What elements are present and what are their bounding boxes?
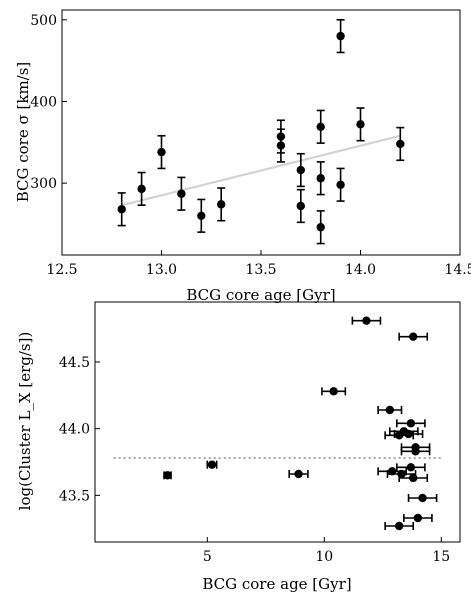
data-point-group [351, 316, 382, 325]
data-point-group [197, 198, 206, 233]
data-point [177, 189, 186, 198]
data-point-group [384, 521, 415, 531]
top-y-tick-label: 300 [30, 176, 57, 192]
top-axes: 12.5 13.0 13.5 14.0 14.5 300 400 500 [30, 13, 471, 278]
top-y-tick-label: 400 [30, 94, 57, 110]
data-point [336, 180, 345, 189]
data-point-group [316, 161, 325, 196]
data-point-group [386, 469, 417, 479]
data-point-group [321, 387, 347, 396]
top-y-tick-label: 500 [30, 13, 57, 29]
top-panel: 12.5 13.0 13.5 14.0 14.5 300 400 500 BCG core a… [14, 9, 471, 304]
top-x-axis-label: BCG core age [Gyr] [186, 286, 335, 304]
data-point-group [356, 107, 365, 142]
data-point [207, 460, 217, 469]
bottom-y-tick-label: 43.5 [59, 488, 90, 504]
data-point [163, 471, 172, 480]
data-point-group [377, 405, 403, 415]
data-point [396, 139, 405, 149]
data-point-group [296, 152, 305, 188]
bottom-plot-content [113, 316, 442, 531]
data-point-group [398, 473, 429, 483]
data-point [316, 122, 325, 131]
data-point-group [407, 493, 438, 503]
data-point [394, 431, 404, 440]
data-point [406, 419, 416, 428]
data-point [157, 147, 166, 157]
bottom-x-tick-label: 15 [432, 549, 450, 565]
data-point-group [117, 192, 126, 227]
data-point [329, 387, 338, 396]
data-point [137, 184, 146, 194]
top-x-tick-label: 14.0 [345, 262, 376, 278]
data-point-group [396, 419, 426, 428]
top-x-tick-label: 13.5 [245, 262, 276, 278]
data-point [413, 513, 423, 523]
data-point-group [206, 460, 218, 469]
bottom-y-tick-label: 44.5 [59, 355, 90, 371]
data-point-group [403, 513, 433, 523]
top-x-tick-label: 12.5 [46, 262, 77, 278]
data-point [409, 332, 418, 341]
data-point [394, 521, 404, 531]
bottom-plot-frame [94, 301, 461, 543]
data-point [356, 120, 365, 129]
data-point [117, 205, 126, 214]
data-point-group [217, 187, 226, 222]
data-point-group [137, 171, 146, 206]
data-point-group [316, 109, 325, 144]
data-point-group [396, 126, 405, 162]
data-point-group [398, 332, 429, 341]
data-point-group [157, 134, 166, 170]
data-point [404, 429, 413, 439]
trend-line [121, 134, 401, 207]
data-point [316, 223, 325, 232]
bottom-x-tick-label: 5 [203, 549, 212, 565]
bottom-x-tick-label: 10 [315, 549, 333, 565]
bottom-y-axis-label: log(Cluster L_X [erg/s]) [16, 332, 34, 511]
data-point [294, 469, 303, 479]
data-point [362, 316, 371, 325]
data-point [296, 201, 305, 211]
data-point [418, 493, 427, 503]
data-point-group [316, 210, 325, 245]
data-point [296, 165, 305, 175]
data-point-group [396, 463, 426, 472]
data-point-group [276, 128, 286, 163]
data-point [336, 31, 345, 41]
bottom-panel: 5 10 15 43.5 44.0 44.5 BCG core age [Gyr] log… [16, 301, 461, 593]
data-point-group [296, 188, 305, 224]
top-y-axis-label: BCG core σ [km/s] [14, 62, 32, 203]
data-point-group [400, 447, 431, 456]
data-point-group [177, 176, 186, 211]
bottom-axes: 5 10 15 43.5 44.0 44.5 [59, 355, 450, 565]
data-point [411, 447, 420, 456]
data-point [197, 211, 206, 220]
data-point-group [384, 431, 415, 440]
top-x-tick-label: 14.5 [444, 262, 471, 278]
top-x-tick-label: 13.0 [146, 262, 177, 278]
data-point-group [336, 18, 345, 54]
data-point [316, 174, 325, 183]
data-point [409, 473, 418, 483]
data-point [406, 463, 416, 472]
bottom-x-axis-label: BCG core age [Gyr] [202, 575, 351, 593]
data-point [385, 405, 395, 415]
data-point-group [336, 167, 345, 202]
data-point-group [163, 471, 172, 480]
top-plot-content [117, 18, 405, 245]
data-point [217, 200, 226, 209]
data-point [276, 141, 286, 150]
bottom-y-tick-label: 44.0 [59, 422, 90, 438]
data-point-group [288, 469, 309, 479]
